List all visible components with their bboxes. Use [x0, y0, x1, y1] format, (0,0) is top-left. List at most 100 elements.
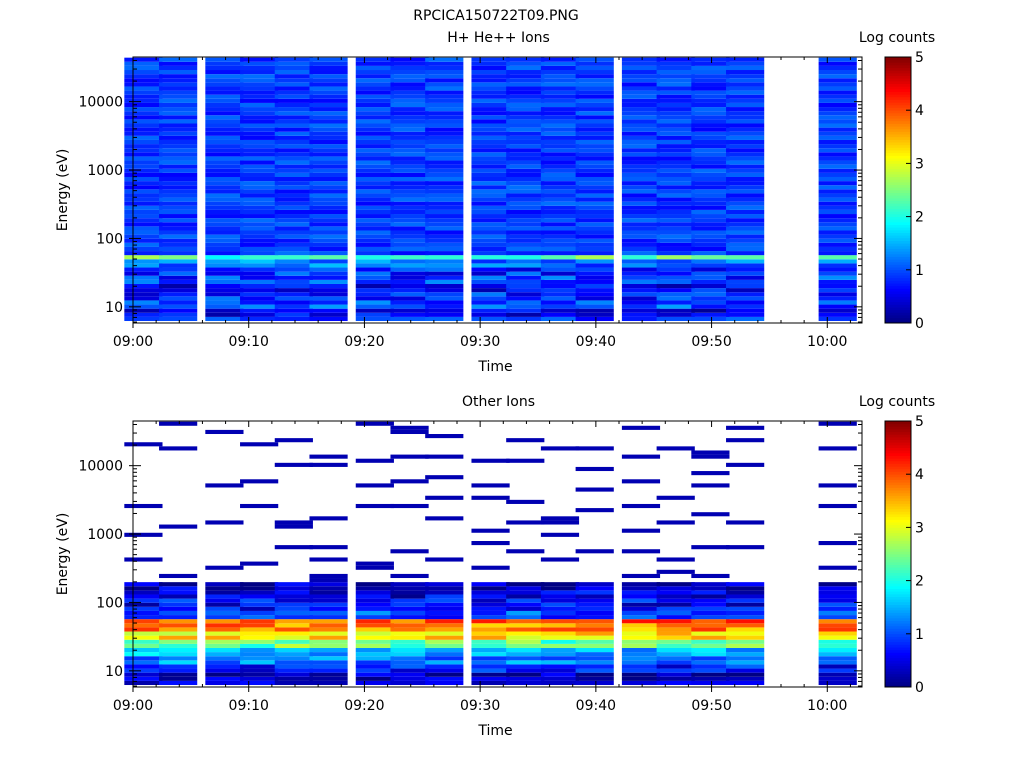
heatmap-cell [621, 218, 661, 223]
heatmap-cell [390, 275, 429, 280]
colorbar-swatch [885, 567, 911, 571]
heatmap-cell [274, 148, 313, 153]
heatmap-cell [471, 664, 510, 669]
heatmap-cell [726, 610, 765, 616]
heatmap-cell [656, 619, 695, 624]
heatmap-cell [656, 135, 695, 140]
heatmap-cell [621, 586, 661, 591]
heatmap-cell [621, 549, 661, 554]
heatmap-cell [425, 144, 464, 149]
heatmap-cell [425, 119, 464, 124]
heatmap-cell [471, 107, 510, 112]
heatmap-cell [240, 214, 279, 219]
x-tick-label: 09:20 [344, 698, 384, 714]
colorbar-swatch [885, 548, 911, 552]
heatmap-cell [656, 61, 695, 66]
heatmap-cell [205, 594, 244, 599]
colorbar-swatch [885, 264, 911, 268]
heatmap-cell [425, 226, 464, 231]
heatmap-cell [159, 308, 198, 313]
heatmap-cell [159, 90, 198, 95]
heatmap-cell [818, 164, 857, 169]
heatmap-cell [691, 214, 730, 219]
heatmap-cell [818, 189, 857, 194]
colorbar-swatch [885, 612, 911, 616]
heatmap-cell [540, 639, 580, 644]
heatmap-cell [425, 668, 464, 673]
heatmap-cell [575, 656, 614, 661]
heatmap-cell [656, 279, 695, 284]
heatmap-cell [726, 660, 765, 665]
heatmap-cell [274, 226, 313, 231]
heatmap-cell [471, 271, 510, 276]
colorbar-swatch [885, 150, 911, 154]
colorbar-swatch [885, 436, 911, 441]
heatmap-cell [818, 631, 857, 636]
heatmap-cell [274, 598, 313, 603]
heatmap-cell [621, 168, 661, 173]
heatmap-cell [818, 156, 857, 161]
heatmap-cell [240, 292, 279, 297]
heatmap-cell [575, 65, 614, 71]
heatmap-cell [726, 238, 765, 243]
heatmap-cell [124, 271, 163, 276]
colorbar-tick-label: 4 [915, 467, 924, 483]
heatmap-cell [124, 503, 163, 509]
heatmap-cell [274, 652, 313, 657]
heatmap-cell [726, 615, 765, 620]
heatmap-cell [656, 308, 695, 313]
heatmap-cell [471, 131, 510, 136]
heatmap-cell [540, 263, 580, 268]
heatmap-cell [240, 86, 279, 91]
heatmap-cell [656, 193, 695, 198]
heatmap-cell [205, 135, 244, 140]
heatmap-cell [355, 74, 394, 79]
colorbar-tick-label: 3 [915, 520, 924, 536]
heatmap-cell [471, 70, 510, 75]
heatmap-cell [159, 610, 198, 616]
heatmap-cell [240, 255, 279, 260]
heatmap-cell [575, 582, 614, 587]
heatmap-cell [425, 271, 464, 276]
colorbar-swatch [885, 144, 911, 148]
heatmap-cell [726, 279, 765, 284]
heatmap-cell [159, 246, 198, 252]
heatmap-cell [656, 160, 695, 165]
heatmap-cell [540, 304, 580, 309]
heatmap-cell [355, 94, 394, 99]
heatmap-cell [621, 139, 661, 145]
heatmap-cell [691, 201, 730, 206]
heatmap-cell [205, 209, 244, 215]
heatmap-cell [274, 520, 313, 525]
heatmap-cell [309, 193, 348, 198]
heatmap-cell [240, 94, 279, 99]
heatmap-cell [124, 205, 163, 210]
heatmap-cell [124, 139, 163, 145]
heatmap-cell [540, 226, 580, 231]
heatmap-cell [726, 65, 765, 71]
heatmap-cell [124, 148, 163, 153]
heatmap-cell [691, 582, 730, 587]
heatmap-cell [506, 647, 545, 653]
heatmap-cell [621, 127, 661, 132]
heatmap-cell [309, 312, 348, 317]
heatmap-cell [274, 57, 313, 62]
heatmap-cell [621, 602, 661, 607]
heatmap-cell [506, 660, 545, 665]
heatmap-cell [691, 279, 730, 284]
colorbar-swatch [885, 115, 911, 119]
heatmap-cell [691, 222, 730, 227]
heatmap-cell [425, 148, 464, 153]
heatmap-cell [390, 255, 429, 260]
heatmap-cell [124, 226, 163, 231]
heatmap-cell [656, 57, 695, 62]
heatmap-cell [274, 127, 313, 132]
colorbar-swatch [885, 152, 911, 156]
colorbar-swatch [885, 673, 911, 677]
heatmap-cell [575, 177, 614, 182]
heatmap-cell [726, 135, 765, 140]
heatmap-cell [575, 652, 614, 657]
colorbar-swatch [885, 476, 911, 480]
colorbar-swatch [885, 142, 911, 146]
heatmap-cell [691, 234, 730, 239]
